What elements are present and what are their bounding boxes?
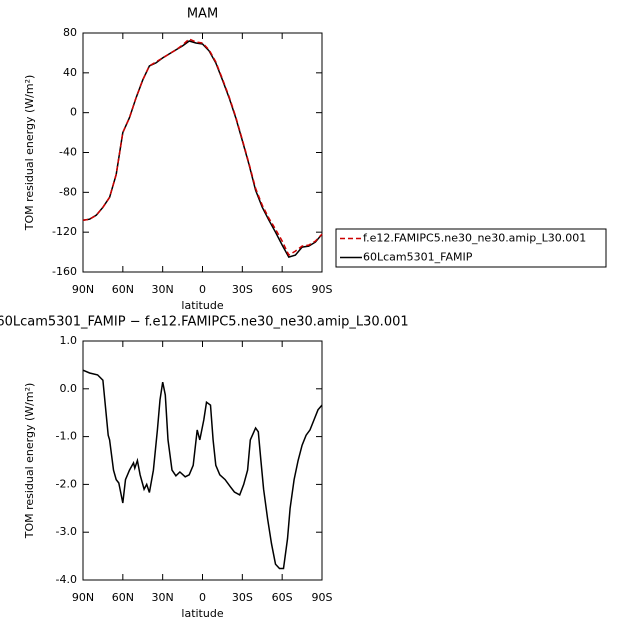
x-tick-label: 0 [199, 283, 206, 296]
x-tick-label: 30N [152, 591, 174, 604]
chart-title: MAM [187, 7, 218, 22]
x-tick-label: 60N [112, 591, 134, 604]
x-tick-label: 30S [232, 591, 253, 604]
y-tick-label: -40 [59, 146, 77, 159]
series-line [82, 369, 323, 570]
chart-title: 60Lcam5301_FAMIP − f.e12.FAMIPC5.ne30_ne… [0, 315, 409, 330]
y-tick-label: -80 [59, 185, 77, 198]
x-tick-label: 0 [199, 591, 206, 604]
x-axis-label: latitude [181, 607, 223, 620]
y-tick-label: 0 [70, 106, 77, 119]
y-tick-label: -1.0 [56, 430, 77, 443]
x-tick-label: 60N [112, 283, 134, 296]
y-tick-label: 1.0 [60, 334, 78, 347]
y-tick-label: -3.0 [56, 525, 77, 538]
y-tick-label: -4.0 [56, 573, 77, 586]
x-tick-label: 60S [272, 591, 293, 604]
legend-label: 60Lcam5301_FAMIP [363, 251, 473, 264]
legend-box [335, 228, 607, 268]
series-line [82, 38, 323, 257]
x-axis-label: latitude [181, 299, 223, 312]
plot-frame [82, 340, 323, 581]
x-tick-label: 90N [72, 591, 94, 604]
y-axis-label: TOM residual energy (W/m²) [23, 75, 36, 232]
y-tick-label: 40 [63, 66, 77, 79]
x-tick-label: 30N [152, 283, 174, 296]
x-tick-label: 90S [312, 591, 333, 604]
y-tick-label: -120 [52, 225, 77, 238]
y-tick-label: -160 [52, 265, 77, 278]
y-tick-label: -2.0 [56, 477, 77, 490]
x-tick-label: 90S [312, 283, 333, 296]
y-axis-label: TOM residual energy (W/m²) [23, 383, 36, 540]
x-tick-label: 90N [72, 283, 94, 296]
plot-frame [82, 32, 323, 273]
y-tick-label: 0.0 [60, 382, 78, 395]
x-tick-label: 60S [272, 283, 293, 296]
legend-label: f.e12.FAMIPC5.ne30_ne30.amip_L30.001 [363, 232, 586, 245]
series-line [82, 40, 323, 258]
y-tick-label: 80 [63, 26, 77, 39]
x-tick-label: 30S [232, 283, 253, 296]
